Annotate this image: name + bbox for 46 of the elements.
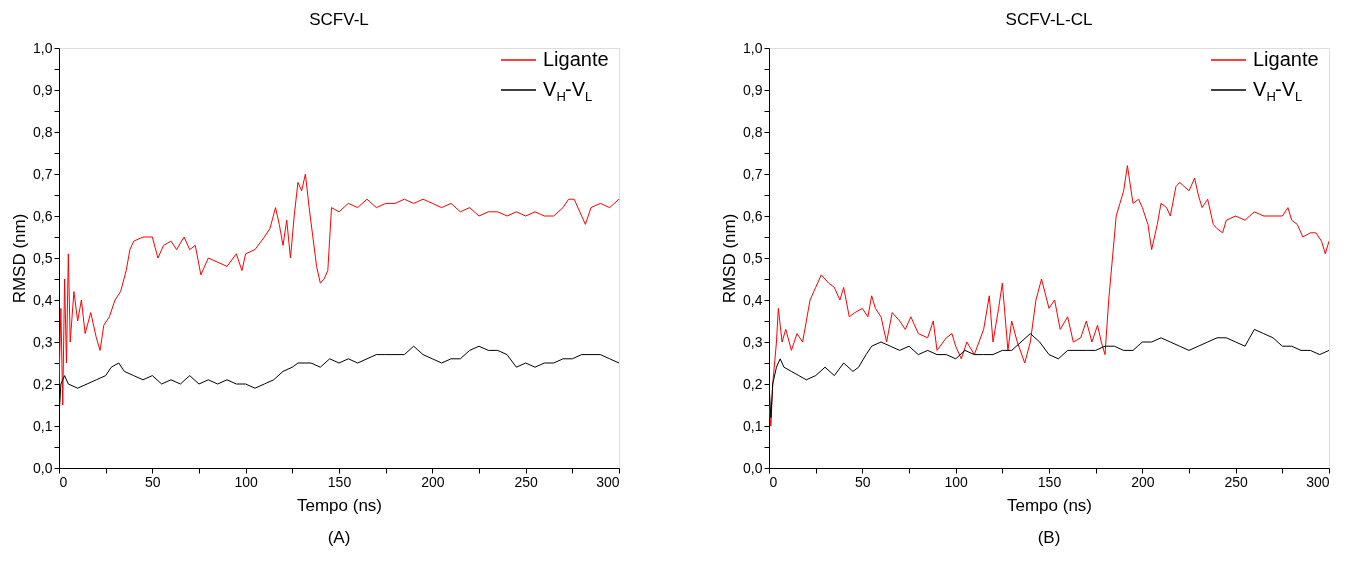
y-tick-label: 0,0	[33, 459, 53, 476]
y-tick-label: 0,2	[743, 375, 763, 392]
y-tick-label: 0,4	[33, 291, 53, 308]
y-tick-label: 0,3	[33, 333, 53, 350]
legend-label: Ligante	[1253, 48, 1319, 70]
x-tick-label: 150	[327, 473, 352, 490]
y-tick-label: 0,5	[33, 249, 53, 266]
x-tick-label: 200	[1131, 473, 1155, 490]
y-tick-label: 0,9	[743, 81, 763, 98]
x-tick-label: 50	[855, 473, 871, 490]
x-tick-label: 250	[1224, 473, 1249, 490]
y-tick-label: 0,2	[33, 375, 53, 392]
y-tick-label: 0,5	[743, 249, 763, 266]
y-axis-title: RMSD (nm)	[720, 213, 740, 304]
y-tick-label: 0,7	[33, 165, 53, 182]
y-tick-label: 0,6	[743, 207, 763, 224]
y-tick-label: 0,9	[33, 81, 53, 98]
x-tick-label: 50	[145, 473, 161, 490]
x-tick-label: 250	[514, 473, 539, 490]
x-axis-title: Tempo (ns)	[296, 495, 383, 515]
legend-label: Ligante	[543, 48, 609, 70]
x-tick-label: 100	[234, 473, 259, 490]
x-tick-label: 100	[944, 473, 969, 490]
y-tick-label: 0,6	[33, 207, 53, 224]
x-tick-label: 200	[421, 473, 445, 490]
y-tick-label: 0,7	[743, 165, 763, 182]
y-tick-label: 0,1	[743, 417, 763, 434]
x-tick-label: 150	[1037, 473, 1062, 490]
x-tick-label: 300	[596, 473, 620, 490]
y-axis-title: RMSD (nm)	[10, 213, 30, 304]
y-tick-label: 0,1	[33, 417, 53, 434]
x-tick-label: 0	[59, 473, 68, 490]
y-tick-label: 0,4	[743, 291, 763, 308]
y-tick-label: 1,0	[743, 39, 763, 56]
x-tick-label: 300	[1306, 473, 1330, 490]
x-tick-label: 0	[769, 473, 778, 490]
text: (A)	[327, 528, 351, 547]
chart-title: SCFV-L-CL	[1005, 10, 1093, 29]
y-tick-label: 0,8	[33, 123, 53, 140]
x-axis-title: Tempo (ns)	[1006, 495, 1093, 515]
y-tick-label: 1,0	[33, 39, 53, 56]
y-tick-label: 0,3	[743, 333, 763, 350]
text: (B)	[1037, 528, 1061, 547]
y-tick-label: 0,0	[743, 459, 763, 476]
y-tick-label: 0,8	[743, 123, 763, 140]
chart-title: SCFV-L	[309, 10, 369, 29]
